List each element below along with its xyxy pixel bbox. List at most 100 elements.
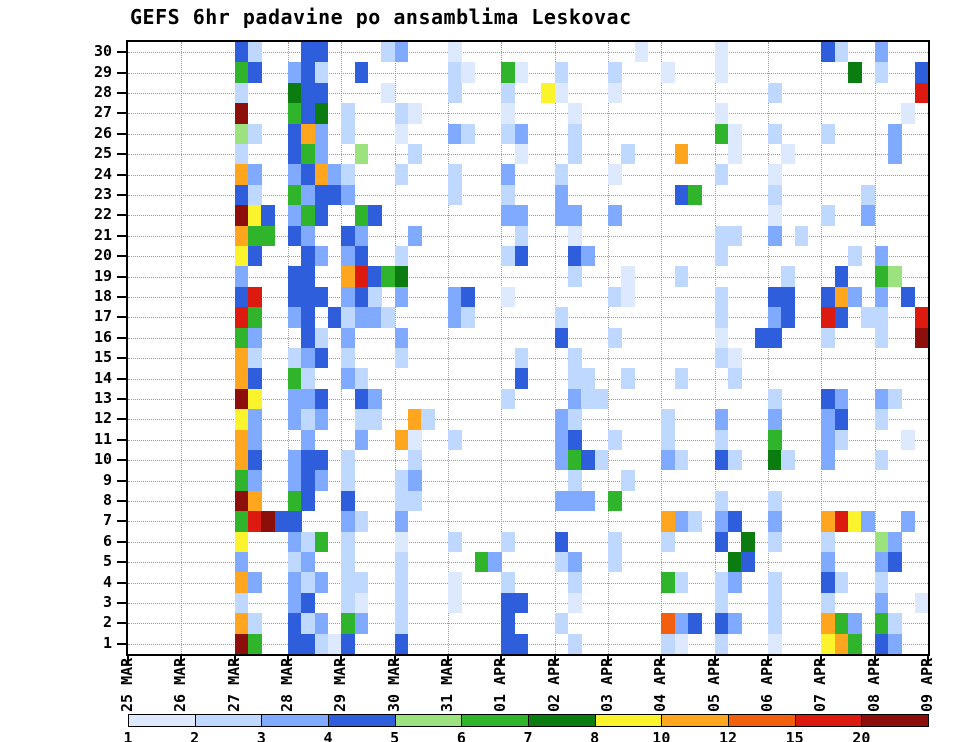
y-tick-label: 11 [93,429,112,448]
heatmap-cell [554,409,569,430]
heatmap-cell [594,388,609,410]
heatmap-cell [514,633,529,654]
heatmap-cell [861,511,876,532]
y-tick-label: 10 [93,450,112,469]
heatmap-cell [901,286,916,308]
gridline-horizontal [128,317,928,319]
heatmap-cell [888,144,902,165]
x-axis-tick [607,656,609,665]
heatmap-cell [341,552,356,573]
heatmap-cell [874,266,889,287]
heatmap-cell [501,572,516,593]
y-tick-label: 20 [93,246,112,265]
heatmap-cell [554,82,569,104]
heatmap-cell [728,225,742,246]
heatmap-cell [301,450,316,471]
heatmap-cell [314,164,329,185]
colorbar-tick-label: 1 [123,729,133,742]
heatmap-cell [821,409,836,430]
heatmap-cell [234,205,249,226]
heatmap-cell [501,246,516,267]
heatmap-cell [661,613,676,634]
heatmap-cell [568,470,582,491]
heatmap-cell [288,205,302,226]
heatmap-cell [234,184,249,206]
heatmap-cell [314,572,329,593]
heatmap-cell [821,123,836,144]
heatmap-cell [314,327,329,348]
heatmap-cell [501,613,516,634]
heatmap-cell [234,633,249,654]
heatmap-cell [314,42,329,63]
heatmap-cell [674,184,689,206]
heatmap-cell [301,184,316,206]
heatmap-cell [301,429,316,450]
heatmap-cell [248,42,262,63]
heatmap-cell [288,450,302,471]
heatmap-cell [674,266,689,287]
heatmap-cell [874,246,889,267]
heatmap-cell [341,307,356,328]
x-axis-tick [927,656,929,665]
colorbar-tick-label: 20 [852,729,871,742]
heatmap-cell [248,62,262,83]
heatmap-cell [768,531,782,552]
heatmap-cell [408,103,422,124]
heatmap-cell [834,388,849,410]
heatmap-cell [354,205,369,226]
heatmap-cell [621,144,636,165]
heatmap-cell [248,368,262,389]
heatmap-cell [248,388,262,410]
heatmap-cell [821,572,836,593]
gridline-horizontal [128,521,928,523]
gridline-horizontal [128,113,928,115]
heatmap-cell [501,286,516,308]
heatmap-cell [394,286,409,308]
heatmap-cell [554,613,569,634]
heatmap-cell [248,409,262,430]
heatmap-cell [821,205,836,226]
heatmap-cell [354,409,369,430]
heatmap-cell [608,552,622,573]
heatmap-cell [394,103,409,124]
heatmap-cell [234,62,249,83]
heatmap-cell [301,348,316,369]
heatmap-cell [288,613,302,634]
heatmap-cell [821,592,836,614]
y-tick-label: 8 [102,491,112,509]
y-axis-tick [117,316,126,319]
heatmap-cell [874,450,889,471]
heatmap-cell [714,409,729,430]
heatmap-cell [314,286,329,308]
heatmap-cell [288,552,302,573]
heatmap-cell [394,123,409,144]
heatmap-cell [888,613,902,634]
heatmap-cell [288,62,302,83]
heatmap-cell [914,62,929,83]
heatmap-cell [288,225,302,246]
heatmap-cell [848,613,862,634]
heatmap-cell [874,531,889,552]
colorbar-segment [128,714,196,727]
heatmap-cell [301,633,316,654]
gridline-vertical [874,42,876,654]
heatmap-cell [834,286,849,308]
heatmap-cell [234,490,249,512]
heatmap-cell [288,470,302,491]
heatmap-cell [874,613,889,634]
y-tick-label: 16 [93,327,112,346]
colorbar-segment [528,714,596,727]
colorbar-tick-label: 12 [718,729,738,742]
heatmap-cell [501,82,516,104]
heatmap-cell [301,409,316,430]
colorbar-tick-label: 5 [390,729,400,742]
heatmap-cell [341,286,356,308]
y-axis-tick [117,398,126,400]
heatmap-cell [714,348,729,369]
heatmap-cell [301,613,316,634]
heatmap-cell [341,450,356,471]
heatmap-cell [248,286,262,308]
heatmap-cell [768,225,782,246]
heatmap-cell [341,531,356,552]
heatmap-cell [314,82,329,104]
